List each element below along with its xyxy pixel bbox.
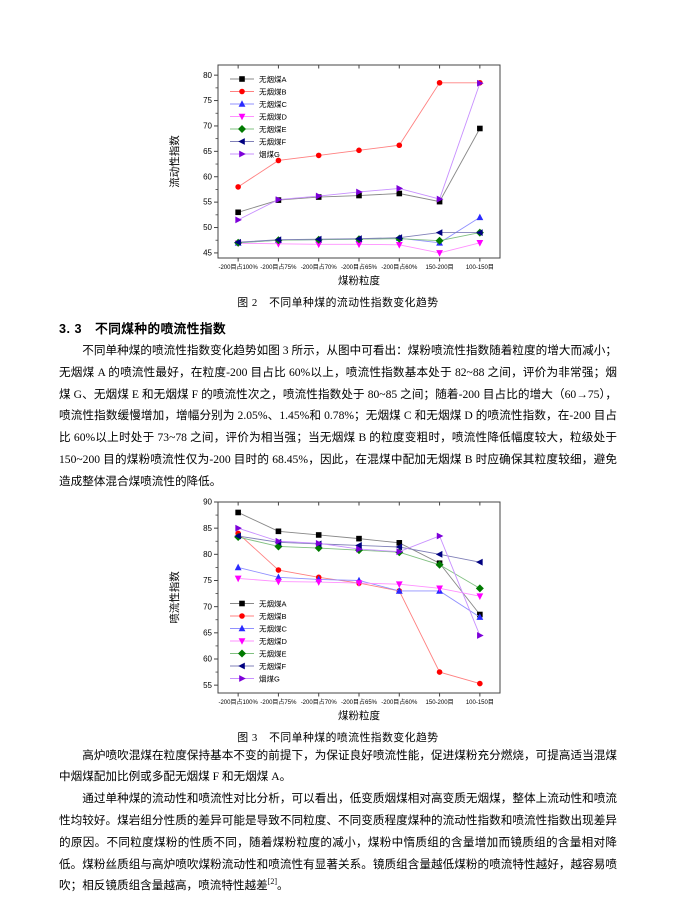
svg-text:-200目占75%: -200目占75% — [260, 263, 297, 271]
paragraph-1: 不同单种煤的喷流性指数变化趋势如图 3 所示，从图中可看出：煤粉喷流性指数随着粒… — [59, 344, 617, 488]
svg-text:60: 60 — [203, 654, 212, 663]
figure-2-caption: 图 2 不同单种煤的流动性指数变化趋势 — [237, 297, 439, 309]
paragraph-3-period: 。 — [277, 879, 289, 893]
svg-text:70: 70 — [203, 122, 212, 131]
citation-ref: [2] — [267, 877, 278, 887]
svg-text:无烟煤D: 无烟煤D — [259, 635, 287, 645]
svg-text:煤粉粒度: 煤粉粒度 — [338, 709, 380, 722]
svg-text:-200目占60%: -200目占60% — [381, 698, 418, 706]
fluidity-index-chart: 45 50 55 60 65 70 75 80 -200目占100% -200目占75% -200目… — [168, 64, 501, 287]
svg-text:无烟煤B: 无烟煤B — [259, 86, 287, 96]
svg-text:-200目占60%: -200目占60% — [381, 263, 418, 271]
figure-3: 55 60 65 70 75 80 85 90 -200目占100% -200目占75% -200目… — [166, 497, 510, 745]
svg-text:-200目占100%: -200目占100% — [218, 263, 258, 271]
svg-text:55: 55 — [203, 680, 212, 689]
spray-flow-index-chart: 55 60 65 70 75 80 85 90 -200目占100% -200目占75% -200目… — [168, 497, 501, 722]
svg-text:-200目占65%: -200目占65% — [341, 263, 378, 271]
svg-text:100-150目: 100-150目 — [466, 699, 494, 706]
svg-text:80: 80 — [203, 71, 212, 80]
svg-text:150-200目: 150-200目 — [426, 264, 454, 271]
svg-text:50: 50 — [203, 223, 212, 232]
svg-text:75: 75 — [203, 576, 212, 585]
svg-text:70: 70 — [203, 602, 212, 611]
svg-text:65: 65 — [203, 628, 212, 637]
svg-text:无烟煤C: 无烟煤C — [259, 623, 287, 633]
svg-text:烟煤G: 烟煤G — [259, 149, 280, 159]
svg-text:-200目占75%: -200目占75% — [260, 698, 297, 706]
svg-text:无烟煤B: 无烟煤B — [259, 610, 287, 620]
section-heading: 3. 3 不同煤种的喷流性指数 — [59, 322, 227, 336]
svg-text:无烟煤D: 无烟煤D — [259, 111, 287, 121]
svg-text:-200目占100%: -200目占100% — [218, 698, 258, 706]
svg-text:无烟煤E: 无烟煤E — [259, 124, 287, 134]
svg-text:-200目占70%: -200目占70% — [301, 698, 338, 706]
svg-text:75: 75 — [203, 96, 212, 105]
svg-text:无烟煤E: 无烟煤E — [259, 648, 287, 658]
svg-text:无烟煤C: 无烟煤C — [259, 99, 287, 109]
svg-text:-200目占65%: -200目占65% — [341, 698, 378, 706]
svg-text:85: 85 — [203, 523, 212, 532]
svg-text:-200目占70%: -200目占70% — [301, 263, 338, 271]
svg-text:90: 90 — [203, 497, 212, 506]
paragraph-3: 通过单种煤的流动性和喷流性对比分析，可以看出，低变质烟煤相对高变质无烟煤，整体上… — [59, 788, 617, 897]
svg-text:无烟煤A: 无烟煤A — [259, 74, 287, 84]
svg-text:65: 65 — [203, 147, 212, 156]
svg-text:100-150目: 100-150目 — [466, 264, 494, 271]
svg-text:无烟煤F: 无烟煤F — [259, 136, 286, 146]
paragraph-3-text: 通过单种煤的流动性和喷流性对比分析，可以看出，低变质烟煤相对高变质无烟煤，整体上… — [59, 792, 617, 893]
svg-text:烟煤G: 烟煤G — [259, 673, 280, 683]
svg-text:无烟煤A: 无烟煤A — [259, 598, 287, 608]
svg-text:无烟煤F: 无烟煤F — [259, 660, 286, 670]
paragraph-2: 高炉喷吹混煤在粒度保持基本不变的前提下，为保证良好喷流性能，促进煤粉充分燃烧，可… — [59, 748, 617, 784]
svg-text:80: 80 — [203, 550, 212, 559]
figure-2: 45 50 55 60 65 70 75 80 -200目占100% -200目占75% -200目… — [166, 60, 510, 310]
svg-text:煤粉粒度: 煤粉粒度 — [338, 274, 380, 287]
svg-text:喷流性指数: 喷流性指数 — [168, 570, 181, 623]
svg-text:60: 60 — [203, 172, 212, 181]
svg-text:55: 55 — [203, 198, 212, 207]
figure-3-caption: 图 3 不同单种煤的喷流性指数变化趋势 — [237, 731, 439, 744]
svg-text:45: 45 — [203, 249, 212, 258]
svg-text:流动性指数: 流动性指数 — [168, 135, 181, 188]
svg-text:150-200目: 150-200目 — [426, 699, 454, 706]
